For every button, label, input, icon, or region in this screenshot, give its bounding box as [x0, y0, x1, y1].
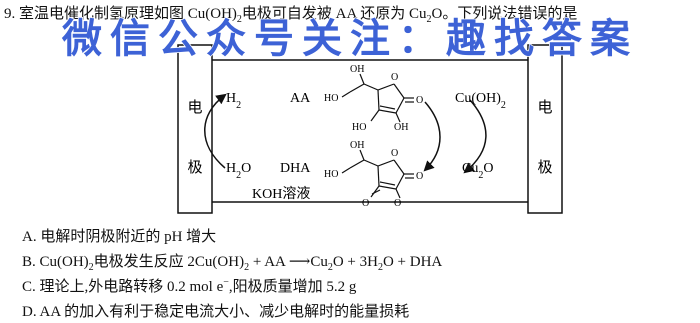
bond [393, 159, 405, 175]
option: D. AA 的加入有利于稳定电流大小、减少电解时的能量损耗 [22, 300, 409, 321]
species: Cu(OH)2 [455, 91, 506, 111]
text: H [226, 161, 236, 176]
solution-label: KOH溶液 [252, 186, 310, 202]
bond [359, 73, 365, 85]
atom-label: O [416, 95, 423, 106]
subscript: 2 [88, 262, 94, 273]
structures [341, 73, 414, 199]
species: AA [290, 91, 311, 106]
bond [370, 109, 380, 122]
bond [349, 83, 365, 93]
atom-label: HO [324, 169, 338, 180]
electrode-label: 电 [187, 99, 202, 116]
text: D. AA 的加入有利于稳定电流大小、减少电解时的能量损耗 [22, 304, 410, 320]
text: 9. 室温电催化制氢原理如图 Cu(OH) [4, 6, 237, 22]
bond [379, 181, 396, 186]
bond [363, 83, 379, 91]
watermark: 微信公众号关注：趣找答案 [61, 16, 638, 62]
text: Cu [462, 161, 478, 176]
option: B. Cu(OH)2电极发生反应 2Cu(OH)2 + AA ⟶Cu2O + 3… [22, 250, 442, 273]
bond [377, 165, 380, 187]
text: B. Cu(OH) [22, 254, 89, 270]
species: H2O [226, 161, 251, 181]
species: DHA [280, 161, 311, 176]
text: 电极发生反应 2Cu(OH) [93, 254, 245, 270]
subscript: 2 [501, 100, 506, 111]
electrode-label: 电 [537, 99, 552, 116]
subscript: 2 [426, 14, 432, 25]
species: H2 [226, 91, 241, 111]
bond [395, 97, 405, 114]
atom-label: OH [394, 122, 408, 133]
species: Cu2O [462, 161, 493, 181]
subscript: 2 [236, 14, 242, 25]
bond [370, 185, 380, 198]
subscript: 2 [236, 100, 241, 111]
atom-label: HO [324, 93, 338, 104]
text: A. 电解时阴极附近的 pH 增大 [22, 229, 217, 245]
bond [395, 173, 405, 190]
option: A. 电解时阴极附近的 pH 增大 [22, 225, 216, 246]
bond [377, 83, 395, 91]
bond [341, 91, 351, 98]
bond [377, 89, 380, 111]
superscript: − [223, 277, 229, 288]
atom-label: HO [352, 122, 366, 133]
bond [378, 185, 397, 190]
bond [371, 189, 381, 195]
bond [395, 188, 401, 199]
bond [349, 159, 365, 169]
bond [363, 159, 379, 167]
electrode-label: 极 [187, 159, 202, 176]
atom-label: O [391, 72, 398, 83]
atom-label: O [416, 171, 423, 182]
atom-label: OH [350, 64, 364, 75]
text: + AA ⟶Cu [249, 254, 328, 270]
text: C. 理论上,外电路转移 0.2 mol e [22, 279, 224, 295]
subscript: 2 [478, 170, 483, 181]
electrode-label: 极 [537, 159, 552, 176]
frame [177, 44, 563, 214]
atom-label: O [391, 148, 398, 159]
question: 9. 室温电催化制氢原理如图 Cu(OH)2电极可自发被 AA 还原为 Cu2O… [4, 2, 577, 25]
text: O [241, 161, 251, 176]
text: O + DHA [382, 254, 443, 270]
bond [393, 83, 405, 99]
subscript: 2 [327, 262, 333, 273]
subscript: 2 [236, 170, 241, 181]
bond [359, 149, 365, 161]
bond [377, 159, 395, 167]
bond [395, 112, 401, 123]
bond [378, 109, 397, 114]
bond [379, 105, 396, 110]
text: ,阳极质量增加 5.2 g [228, 279, 357, 295]
text: 电极可自发被 AA 还原为 Cu [241, 6, 427, 22]
bond [341, 167, 351, 174]
atom-label: OH [350, 140, 364, 151]
text: O。下列说法错误的是 [431, 6, 578, 22]
subscript: 2 [244, 262, 250, 273]
subscript: 2 [377, 262, 383, 273]
text: H [226, 91, 236, 106]
text: O [483, 161, 493, 176]
atom-label: O [362, 198, 369, 209]
text: Cu(OH) [455, 91, 501, 106]
text: O + 3H [332, 254, 378, 270]
atom-label: O [394, 198, 401, 209]
option: C. 理论上,外电路转移 0.2 mol e−,阳极质量增加 5.2 g [22, 275, 356, 296]
